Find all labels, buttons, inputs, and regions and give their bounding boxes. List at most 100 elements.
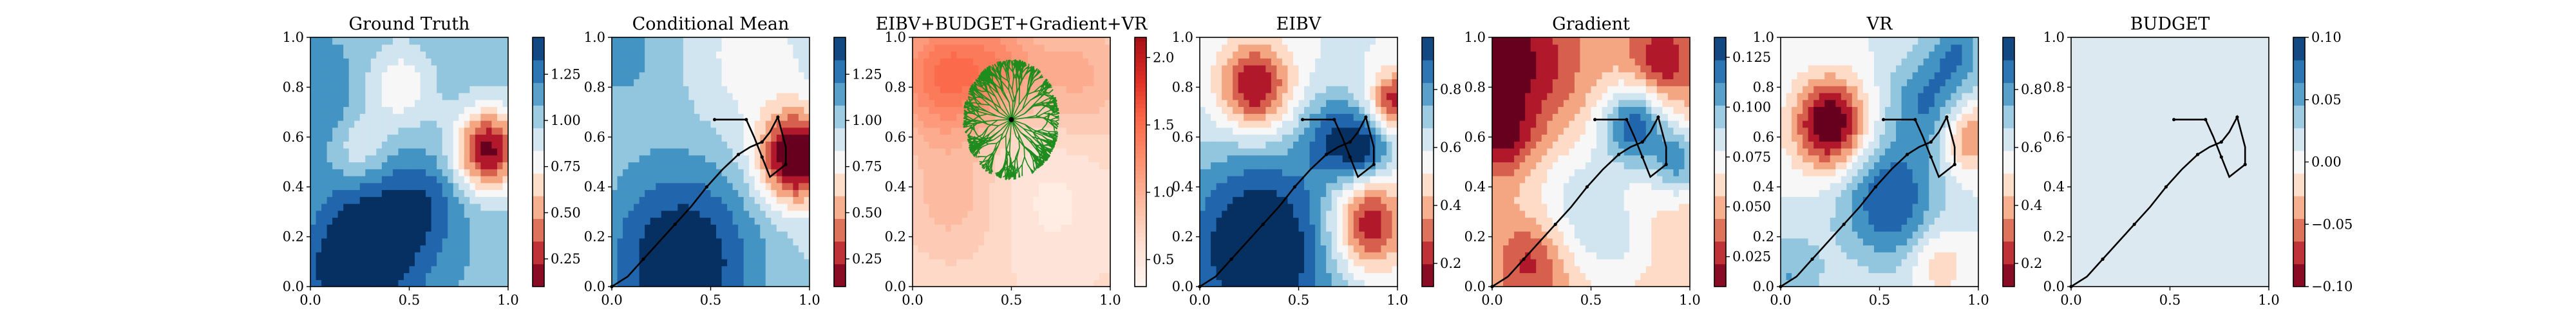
trajectory-point [1348, 140, 1352, 144]
y-tick-label: 0.8 [885, 79, 906, 95]
colorbar-tick-label: 0.5 [1153, 252, 1174, 267]
colorbar-tick-label: 0.025 [1732, 249, 1771, 265]
x-tick-label: 0.0 [902, 292, 923, 308]
y-tick-label: 0.0 [885, 279, 906, 294]
y-tick-label: 0.6 [1172, 129, 1193, 145]
y-tick-label: 1.0 [584, 30, 605, 45]
heatmap-field [612, 37, 810, 287]
x-tick-label: 0.5 [1869, 292, 1890, 308]
trajectory-point [1625, 118, 1629, 122]
trajectory-point [1324, 153, 1329, 156]
colorbar-tick-label: −0.10 [2311, 279, 2353, 294]
colorbar: −0.10 −0.05 0.00 0.05 0.10 [2293, 30, 2353, 294]
colorbar-tick-label: 0.75 [852, 159, 882, 175]
tree-root-marker [1009, 117, 1014, 122]
y-tick-label: 0.4 [1464, 179, 1486, 194]
y-tick-label: 0.2 [1464, 229, 1486, 245]
y-tick-label: 0.2 [283, 229, 304, 245]
y-tick-label: 0.0 [2043, 279, 2065, 294]
y-tick-label: 1.0 [1464, 30, 1486, 45]
trajectory-point [760, 155, 764, 159]
y-tick-label: 1.0 [283, 30, 304, 45]
colorbar-tick-label: 2.0 [1153, 50, 1174, 65]
subplot-4: EIBV 0.0 0.5 1.0 0.0 0.2 0.4 0.6 0.8 1.0 0.2 0.4 0.6… [1172, 14, 1462, 308]
y-tick-label: 0.2 [1172, 229, 1193, 245]
trajectory-point [1905, 153, 1909, 156]
subplot-title: Gradient [1552, 14, 1630, 34]
subplot-title: EIBV [1276, 14, 1321, 34]
trajectory-point [2243, 162, 2247, 166]
x-tick-label: 1.0 [497, 292, 518, 308]
colorbar-tick-label: 0.4 [2021, 198, 2042, 213]
y-tick-label: 0.2 [584, 229, 605, 245]
trajectory-point [736, 153, 741, 156]
y-tick-label: 0.0 [584, 279, 605, 294]
trajectory-point [2164, 185, 2168, 189]
y-tick-label: 0.8 [283, 79, 304, 95]
subplot-title: BUDGET [2130, 14, 2210, 34]
y-tick-label: 0.4 [1172, 179, 1193, 194]
trajectory-point [784, 162, 788, 166]
heatmap-field [2071, 37, 2269, 287]
x-tick-label: 1.0 [1099, 292, 1121, 308]
colorbar-tick-label: 0.075 [1732, 149, 1771, 165]
x-tick-label: 1.0 [1967, 292, 1989, 308]
colorbar-tick-label: 1.25 [852, 66, 882, 82]
y-tick-label: 0.6 [885, 129, 906, 145]
colorbar-tick-label: 0.50 [852, 205, 882, 220]
y-tick-label: 0.4 [885, 179, 906, 194]
x-tick-label: 0.5 [1288, 292, 1309, 308]
subplot-title: Ground Truth [349, 14, 470, 34]
y-tick-label: 0.0 [1753, 279, 1774, 294]
trajectory-point [1229, 257, 1233, 261]
y-tick-label: 0.4 [2043, 179, 2065, 194]
y-tick-label: 1.0 [1753, 30, 1774, 45]
colorbar: 0.2 0.4 0.6 0.8 [1421, 37, 1461, 287]
x-tick-label: 0.0 [601, 292, 622, 308]
trajectory-point [1873, 185, 1877, 189]
y-tick-label: 0.6 [1753, 129, 1774, 145]
x-tick-label: 0.0 [1481, 292, 1502, 308]
colorbar-tick-label: 0.25 [551, 251, 581, 267]
colorbar-tick-label: 0.8 [2021, 82, 2042, 97]
heatmap-field [1781, 37, 1978, 287]
subplot-title: EIBV+BUDGET+Gradient+VR [876, 14, 1148, 34]
heatmap-field [1492, 37, 1690, 287]
x-tick-label: 0.5 [1580, 292, 1602, 308]
colorbar-tick-label: 1.00 [852, 113, 882, 128]
x-tick-label: 0.5 [1001, 292, 1022, 308]
subplot-title: VR [1866, 14, 1893, 34]
trajectory-point [1945, 115, 1949, 119]
colorbar-tick-label: −0.05 [2311, 216, 2353, 232]
y-tick-label: 0.6 [2043, 129, 2065, 145]
trajectory-point [1882, 118, 1886, 122]
trajectory-point [1664, 162, 1668, 166]
colorbar: 0.025 0.050 0.075 0.100 0.125 [1714, 37, 1771, 287]
y-tick-label: 0.8 [2043, 79, 2065, 95]
y-tick-label: 1.0 [1172, 30, 1193, 45]
colorbar-tick-label: 0.100 [1732, 99, 1771, 115]
x-tick-label: 1.0 [1387, 292, 1408, 308]
trajectory-point [1913, 118, 1917, 122]
subplot-title: Conditional Mean [632, 14, 790, 34]
trajectory-point [673, 222, 677, 226]
trajectory-point [1372, 162, 1376, 166]
trajectory-point [2172, 118, 2176, 122]
trajectory-point [1842, 222, 1846, 226]
trajectory-point [1364, 115, 1368, 119]
colorbar-tick-label: 0.4 [1440, 198, 1461, 213]
colorbar-tick-label: 1.0 [1153, 185, 1174, 200]
colorbar-tick-label: 0.50 [551, 205, 581, 220]
y-tick-label: 0.6 [1464, 129, 1486, 145]
trajectory-point [1348, 155, 1352, 159]
x-tick-label: 0.0 [2060, 292, 2081, 308]
y-tick-label: 0.2 [885, 229, 906, 245]
colorbar-tick-label: 1.00 [551, 113, 581, 128]
trajectory-point [713, 118, 717, 122]
y-tick-label: 0.2 [2043, 229, 2065, 245]
y-tick-label: 0.4 [283, 179, 304, 194]
colorbar: 0.2 0.4 0.6 0.8 [2002, 37, 2042, 287]
trajectory-point [744, 118, 748, 122]
